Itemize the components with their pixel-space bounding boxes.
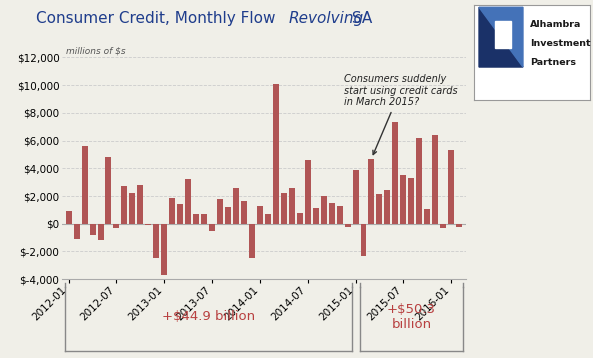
Polygon shape (495, 21, 511, 48)
Text: Consumer Credit, Monthly Flow: Consumer Credit, Monthly Flow (36, 11, 280, 26)
Text: millions of $s: millions of $s (66, 46, 126, 55)
Bar (217, 199, 223, 224)
Bar (273, 84, 279, 224)
Bar (448, 150, 454, 224)
Bar (313, 208, 318, 224)
Bar (409, 178, 415, 224)
Bar (265, 214, 271, 224)
Bar (193, 214, 199, 224)
Bar (82, 146, 88, 224)
Bar (209, 224, 215, 231)
Bar (161, 224, 167, 275)
Polygon shape (479, 7, 523, 67)
Bar (296, 213, 303, 224)
Bar (74, 224, 79, 239)
Text: Consumers suddenly
start using credit cards
in March 2015?: Consumers suddenly start using credit ca… (343, 74, 457, 155)
Bar (361, 224, 366, 256)
Bar (456, 224, 462, 227)
Bar (233, 188, 239, 224)
Text: +$44.9 billion: +$44.9 billion (161, 310, 254, 323)
Bar (225, 207, 231, 224)
Text: +$50.3
billion: +$50.3 billion (387, 303, 436, 331)
Bar (129, 193, 135, 224)
Bar (345, 224, 350, 227)
Bar (305, 160, 311, 224)
Bar (424, 209, 431, 224)
Bar (257, 207, 263, 224)
Text: Revolving: Revolving (289, 11, 364, 26)
Bar (169, 198, 175, 224)
Bar (384, 190, 390, 224)
Bar (432, 135, 438, 224)
Text: Investment: Investment (530, 39, 591, 48)
Text: Alhambra: Alhambra (530, 20, 581, 29)
Bar (329, 203, 334, 224)
Bar (400, 175, 406, 224)
Bar (249, 224, 255, 258)
Bar (66, 211, 72, 224)
Bar (177, 204, 183, 224)
Bar (154, 224, 160, 258)
Bar (281, 193, 287, 224)
Bar (122, 186, 127, 224)
Polygon shape (479, 7, 523, 67)
Bar (440, 224, 446, 228)
Bar (377, 194, 382, 224)
Bar (289, 188, 295, 224)
Bar (368, 159, 374, 224)
Bar (185, 179, 191, 224)
Bar (337, 206, 343, 224)
Bar (393, 122, 398, 224)
Text: SA: SA (347, 11, 373, 26)
Bar (97, 224, 104, 241)
Bar (321, 196, 327, 224)
Bar (241, 201, 247, 224)
Bar (106, 157, 111, 224)
Bar (90, 224, 95, 235)
Bar (138, 185, 144, 224)
Bar (353, 170, 359, 224)
Bar (201, 214, 207, 224)
Bar (113, 224, 119, 228)
Bar (145, 224, 151, 225)
Text: Partners: Partners (530, 58, 576, 67)
Bar (416, 138, 422, 224)
